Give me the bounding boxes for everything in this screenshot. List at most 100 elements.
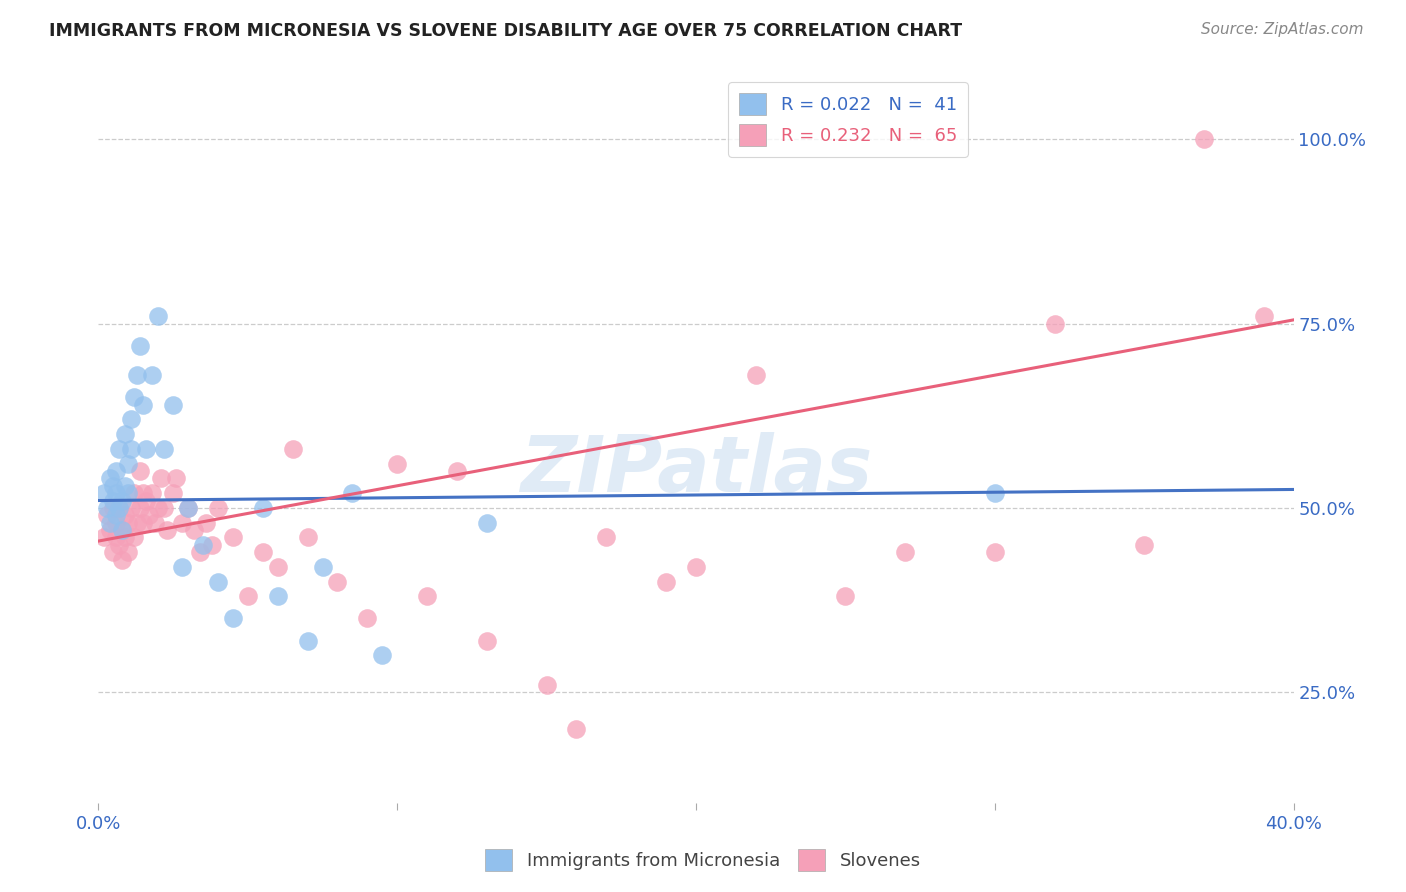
Point	[103, 479, 125, 493]
Point	[342, 486, 364, 500]
Point	[1253, 309, 1275, 323]
Point	[371, 648, 394, 663]
Point	[536, 678, 558, 692]
Point	[281, 442, 304, 456]
Point	[105, 530, 128, 544]
Point	[153, 500, 176, 515]
Point	[108, 538, 131, 552]
Point	[132, 486, 155, 500]
Point	[111, 493, 134, 508]
Point	[120, 442, 142, 456]
Point	[93, 530, 115, 544]
Point	[103, 500, 125, 515]
Point	[111, 523, 134, 537]
Legend: R = 0.022   N =  41, R = 0.232   N =  65: R = 0.022 N = 41, R = 0.232 N = 65	[728, 82, 967, 157]
Point	[984, 545, 1007, 559]
Point	[1043, 317, 1066, 331]
Point	[267, 590, 290, 604]
Point	[117, 486, 139, 500]
Point	[135, 493, 157, 508]
Point	[105, 464, 128, 478]
Point	[475, 516, 498, 530]
Point	[96, 500, 118, 515]
Point	[172, 560, 194, 574]
Point	[984, 486, 1007, 500]
Point	[124, 486, 146, 500]
Point	[745, 368, 768, 383]
Point	[108, 500, 131, 515]
Point	[108, 442, 131, 456]
Point	[252, 545, 274, 559]
Point	[143, 516, 166, 530]
Point	[236, 590, 259, 604]
Point	[252, 500, 274, 515]
Point	[135, 442, 157, 456]
Point	[655, 574, 678, 589]
Point	[114, 530, 136, 544]
Point	[385, 457, 409, 471]
Point	[153, 442, 176, 456]
Point	[267, 560, 290, 574]
Legend: Immigrants from Micronesia, Slovenes: Immigrants from Micronesia, Slovenes	[478, 842, 928, 879]
Point	[127, 516, 149, 530]
Point	[141, 368, 163, 383]
Point	[129, 500, 152, 515]
Point	[132, 516, 155, 530]
Point	[98, 516, 122, 530]
Point	[129, 464, 152, 478]
Point	[114, 479, 136, 493]
Point	[416, 590, 439, 604]
Point	[177, 500, 200, 515]
Point	[148, 500, 170, 515]
Point	[111, 552, 134, 566]
Point	[150, 471, 173, 485]
Text: ZIPatlas: ZIPatlas	[520, 433, 872, 508]
Point	[195, 516, 218, 530]
Point	[177, 500, 200, 515]
Point	[191, 538, 214, 552]
Point	[132, 398, 155, 412]
Point	[297, 530, 319, 544]
Point	[446, 464, 468, 478]
Point	[117, 516, 139, 530]
Point	[1133, 538, 1156, 552]
Point	[129, 339, 152, 353]
Point	[103, 493, 125, 508]
Point	[114, 427, 136, 442]
Point	[98, 523, 122, 537]
Point	[188, 545, 211, 559]
Point	[201, 538, 224, 552]
Point	[297, 633, 319, 648]
Point	[834, 590, 856, 604]
Point	[96, 508, 118, 523]
Point	[105, 486, 128, 500]
Point	[565, 722, 588, 736]
Point	[124, 390, 146, 404]
Point	[685, 560, 707, 574]
Point	[127, 368, 149, 383]
Point	[326, 574, 349, 589]
Point	[111, 523, 134, 537]
Point	[156, 523, 179, 537]
Point	[105, 508, 128, 523]
Point	[222, 611, 245, 625]
Text: IMMIGRANTS FROM MICRONESIA VS SLOVENE DISABILITY AGE OVER 75 CORRELATION CHART: IMMIGRANTS FROM MICRONESIA VS SLOVENE DI…	[49, 22, 962, 40]
Point	[120, 412, 142, 426]
Point	[103, 545, 125, 559]
Point	[894, 545, 917, 559]
Point	[1192, 132, 1215, 146]
Point	[124, 530, 146, 544]
Point	[172, 516, 194, 530]
Point	[98, 471, 122, 485]
Point	[183, 523, 205, 537]
Point	[207, 574, 229, 589]
Point	[148, 309, 170, 323]
Point	[138, 508, 160, 523]
Point	[93, 486, 115, 500]
Point	[105, 516, 128, 530]
Point	[114, 508, 136, 523]
Point	[475, 633, 498, 648]
Point	[117, 545, 139, 559]
Point	[120, 500, 142, 515]
Point	[141, 486, 163, 500]
